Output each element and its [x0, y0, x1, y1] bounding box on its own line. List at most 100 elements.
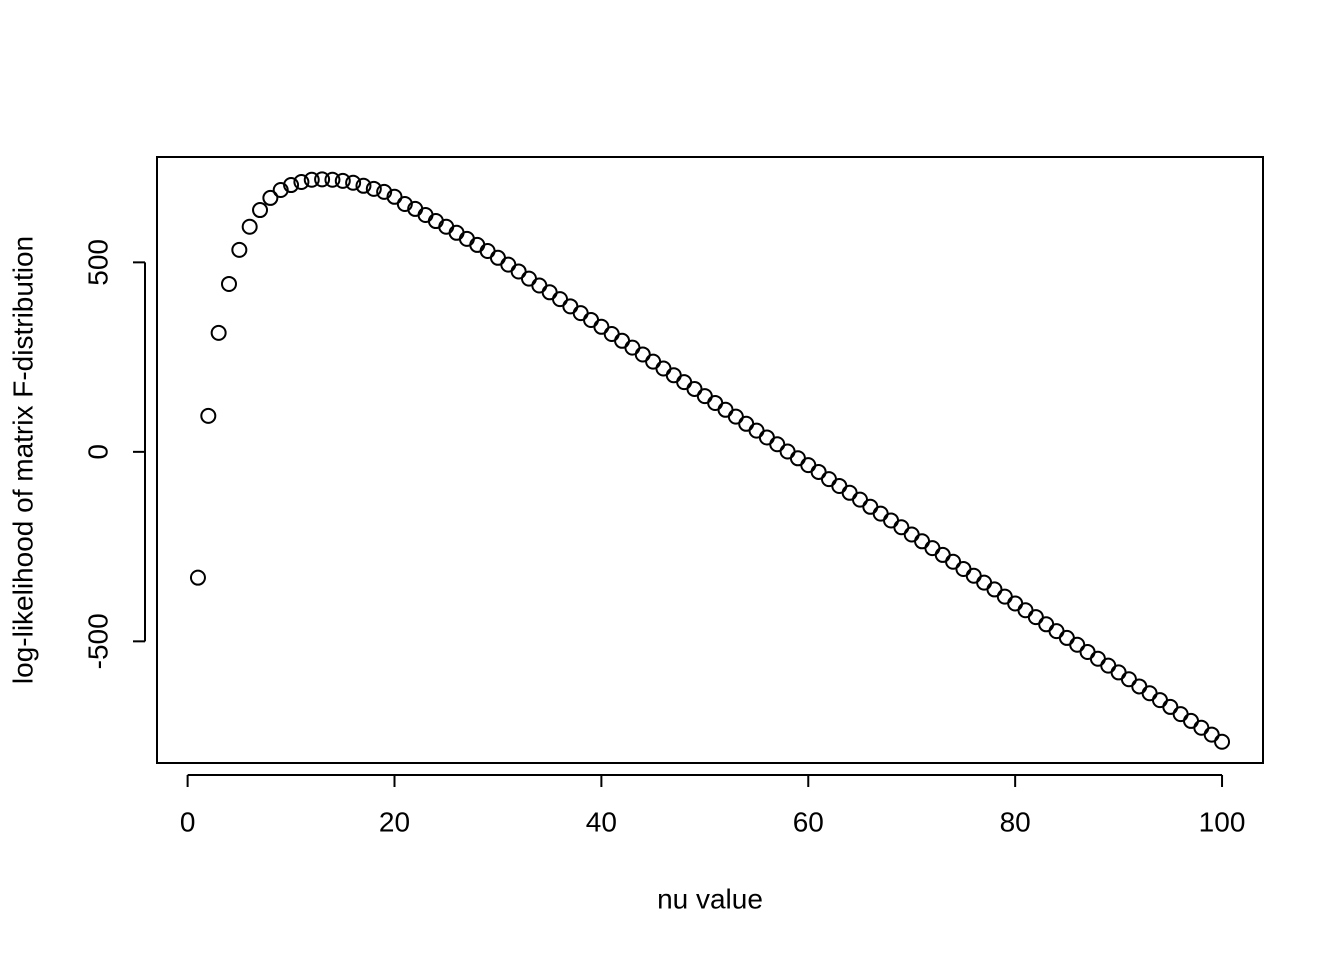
point	[345, 174, 362, 191]
point	[1193, 719, 1210, 736]
point	[262, 189, 279, 206]
point	[448, 224, 465, 241]
point	[727, 408, 744, 425]
point	[903, 526, 920, 543]
y-tick-label: 500	[82, 239, 113, 286]
point	[1214, 733, 1231, 750]
point	[1038, 616, 1055, 633]
point	[365, 180, 382, 197]
x-tick-label: 40	[586, 806, 617, 837]
point	[893, 519, 910, 536]
point	[1089, 650, 1106, 667]
point	[1017, 602, 1034, 619]
x-tick-label: 0	[180, 806, 196, 837]
x-axis-label: nu value	[657, 883, 763, 914]
point	[396, 195, 413, 212]
point	[1079, 643, 1096, 660]
point	[686, 380, 703, 397]
point	[303, 171, 320, 188]
point	[676, 374, 693, 391]
point	[645, 353, 662, 370]
point	[1069, 636, 1086, 653]
point	[520, 270, 537, 287]
point	[220, 275, 237, 292]
point	[717, 401, 734, 418]
point	[945, 553, 962, 570]
point	[510, 263, 527, 280]
point	[552, 291, 569, 308]
point	[489, 249, 506, 266]
point	[541, 284, 558, 301]
point	[1162, 698, 1179, 715]
y-tick-label: -500	[82, 613, 113, 669]
point	[841, 484, 858, 501]
point	[1183, 712, 1200, 729]
point	[810, 463, 827, 480]
point	[293, 174, 310, 191]
point	[996, 588, 1013, 605]
point	[324, 171, 341, 188]
point	[376, 183, 393, 200]
point	[655, 360, 672, 377]
y-tick-label: 0	[82, 444, 113, 460]
point	[1141, 685, 1158, 702]
point	[779, 443, 796, 460]
point	[272, 181, 289, 198]
point	[965, 567, 982, 584]
point	[479, 242, 496, 259]
point	[469, 236, 486, 253]
point	[1131, 678, 1148, 695]
point	[252, 202, 269, 219]
point	[820, 471, 837, 488]
point	[748, 422, 765, 439]
point	[1100, 657, 1117, 674]
point	[531, 277, 548, 294]
point	[231, 241, 248, 258]
point	[283, 177, 300, 194]
point	[883, 512, 900, 529]
point	[872, 505, 889, 522]
point	[1058, 629, 1075, 646]
point	[603, 325, 620, 342]
point	[562, 298, 579, 315]
point	[862, 498, 879, 515]
point	[789, 450, 806, 467]
x-tick-label: 20	[379, 806, 410, 837]
point	[1110, 664, 1127, 681]
point	[800, 457, 817, 474]
point	[355, 177, 372, 194]
point	[1027, 609, 1044, 626]
point	[851, 491, 868, 508]
plot-frame	[156, 156, 1264, 764]
point	[1172, 706, 1189, 723]
point	[593, 318, 610, 335]
point	[955, 560, 972, 577]
point	[458, 230, 475, 247]
point	[624, 339, 641, 356]
point	[189, 569, 206, 586]
point	[200, 407, 217, 424]
y-axis-label: log-likelihood of matrix F-distribution	[7, 236, 38, 684]
x-tick-label: 100	[1199, 806, 1246, 837]
point	[831, 477, 848, 494]
point	[417, 206, 434, 223]
point	[976, 574, 993, 591]
point	[758, 429, 775, 446]
point	[572, 305, 589, 322]
point	[665, 367, 682, 384]
point	[914, 533, 931, 550]
point	[986, 581, 1003, 598]
point	[614, 332, 631, 349]
point	[1203, 726, 1220, 743]
x-tick-label: 80	[1000, 806, 1031, 837]
point	[500, 256, 517, 273]
point	[769, 436, 786, 453]
point	[1048, 623, 1065, 640]
point	[583, 311, 600, 328]
point	[1120, 671, 1137, 688]
point	[334, 172, 351, 189]
point	[241, 218, 258, 235]
point	[210, 324, 227, 341]
point	[1007, 595, 1024, 612]
